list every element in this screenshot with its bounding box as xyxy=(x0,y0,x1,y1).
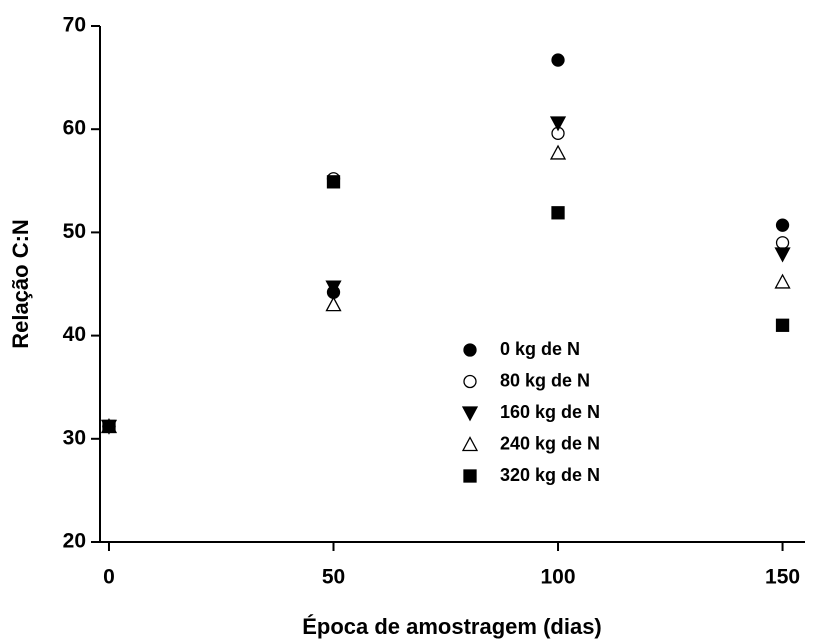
data-point xyxy=(549,116,567,132)
x-tick-label: 50 xyxy=(322,566,345,589)
data-point xyxy=(549,144,567,160)
legend-marker xyxy=(463,469,477,483)
y-tick-label: 30 xyxy=(63,426,86,449)
data-point xyxy=(325,280,342,296)
data-point xyxy=(551,206,565,220)
legend-label: 160 kg de N xyxy=(500,402,600,422)
y-axis-title: Relação C:N xyxy=(8,219,33,349)
x-tick-label: 100 xyxy=(541,566,576,589)
y-tick-label: 40 xyxy=(63,323,86,346)
y-tick-label: 20 xyxy=(63,530,86,553)
x-tick-label: 0 xyxy=(103,566,115,589)
legend-marker xyxy=(461,436,479,452)
legend-label: 0 kg de N xyxy=(500,339,580,359)
legend-label: 320 kg de N xyxy=(500,465,600,485)
y-tick-label: 50 xyxy=(63,220,86,243)
data-point xyxy=(775,218,790,232)
legend-marker xyxy=(463,374,477,389)
x-axis-title: Época de amostragem (dias) xyxy=(302,614,602,639)
data-point xyxy=(774,247,791,263)
legend-label: 240 kg de N xyxy=(500,433,600,453)
data-point xyxy=(102,419,116,434)
data-point xyxy=(774,273,791,289)
legend-marker xyxy=(463,343,477,357)
y-tick-label: 70 xyxy=(63,14,86,37)
data-point xyxy=(775,236,790,250)
data-point xyxy=(775,318,790,332)
legend-label: 80 kg de N xyxy=(500,370,590,390)
data-point xyxy=(325,296,342,312)
y-tick-label: 60 xyxy=(63,117,86,140)
data-point xyxy=(551,53,565,67)
data-point xyxy=(326,175,341,189)
legend-marker xyxy=(461,406,479,422)
x-tick-label: 150 xyxy=(765,566,800,589)
